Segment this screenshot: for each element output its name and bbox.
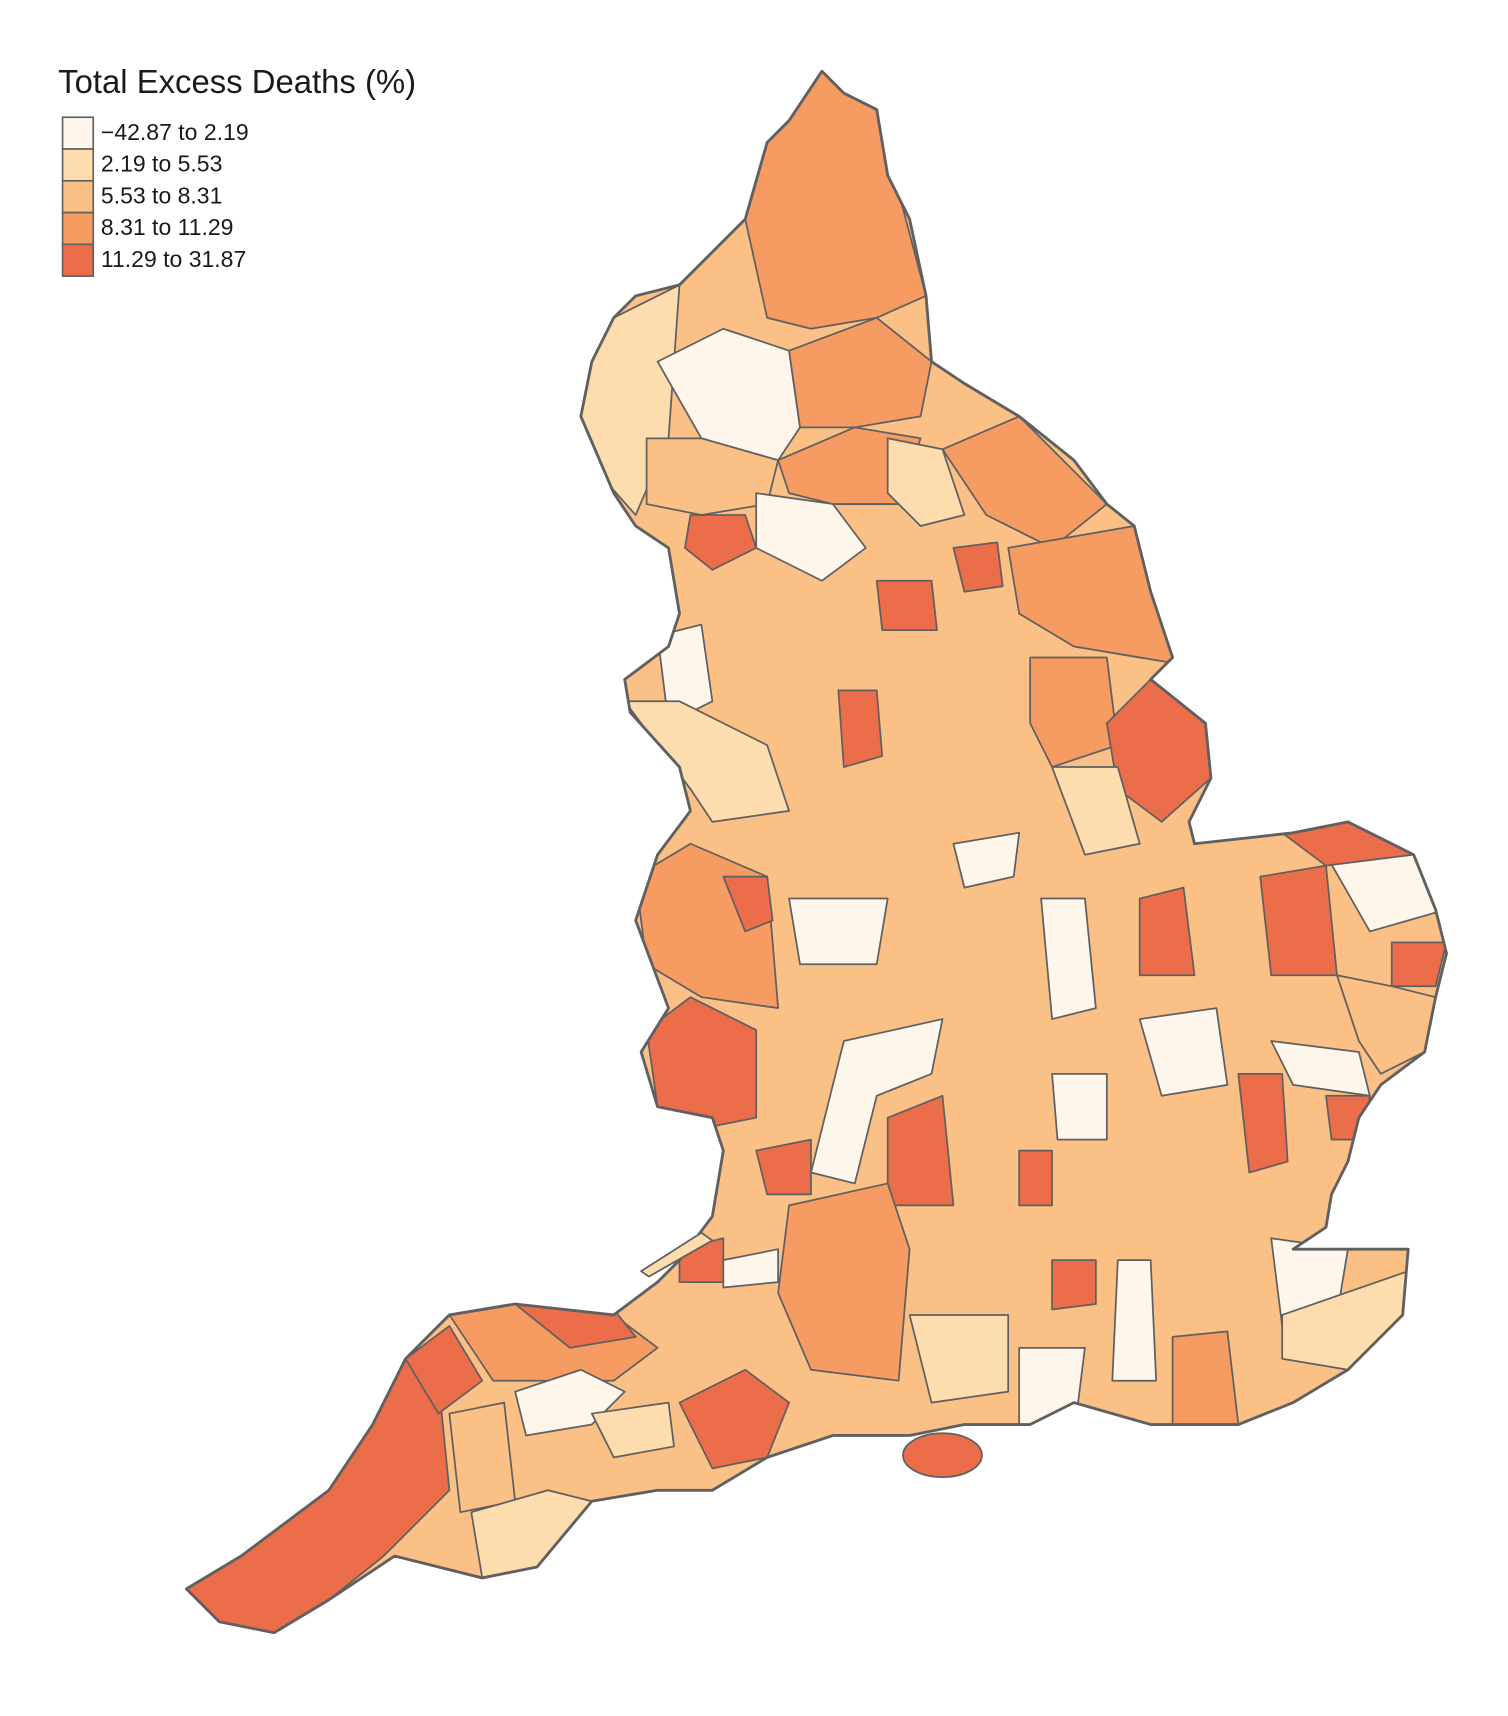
region (404, 1325, 484, 1415)
region (1138, 886, 1196, 977)
legend-label: 8.31 to 11.29 (101, 214, 234, 240)
region (448, 1401, 516, 1514)
region (902, 1432, 983, 1478)
region (952, 541, 1004, 593)
region (722, 875, 774, 933)
region (1390, 941, 1447, 988)
region (1237, 1072, 1289, 1174)
legend-swatch (61, 243, 95, 277)
region (1051, 766, 1141, 856)
region (1259, 864, 1338, 977)
legend-swatch (61, 179, 95, 214)
region (941, 415, 1108, 549)
region (186, 1357, 451, 1633)
region (755, 1138, 812, 1196)
region (684, 514, 758, 571)
region (837, 689, 884, 768)
region (875, 579, 938, 631)
legend-label: −42.87 to 2.19 (101, 119, 249, 145)
legend-title: Total Excess Deaths (%) (58, 63, 416, 100)
region (788, 897, 889, 966)
region (777, 1182, 911, 1382)
region (810, 1018, 944, 1185)
legend-label: 5.53 to 8.31 (101, 182, 222, 208)
legend-label: 2.19 to 5.53 (101, 151, 222, 177)
legend-swatch (61, 211, 95, 246)
region (952, 831, 1021, 889)
region (1051, 1259, 1097, 1311)
region (886, 437, 966, 527)
region (1325, 1094, 1371, 1141)
region (755, 492, 867, 582)
region (722, 1248, 779, 1289)
region (1018, 1149, 1053, 1207)
legend-label: 11.29 to 31.87 (101, 246, 246, 272)
legend: Total Excess Deaths (%) −42.87 to 2.19 2.… (58, 63, 416, 277)
region (656, 623, 714, 725)
region (1040, 897, 1097, 1020)
region (623, 700, 790, 823)
region (678, 1368, 790, 1470)
region (1138, 1007, 1229, 1097)
region (1111, 1259, 1158, 1382)
region (886, 1094, 955, 1207)
region (1018, 1346, 1086, 1437)
region (908, 1314, 1010, 1404)
region (1171, 1330, 1240, 1426)
legend-swatch (61, 148, 95, 182)
region (788, 316, 933, 429)
legend-swatch (61, 116, 95, 150)
region (1051, 1072, 1108, 1141)
regions (186, 71, 1447, 1633)
region (590, 1401, 675, 1459)
region (1029, 656, 1119, 768)
england (184, 69, 1448, 1635)
region (640, 1231, 714, 1278)
